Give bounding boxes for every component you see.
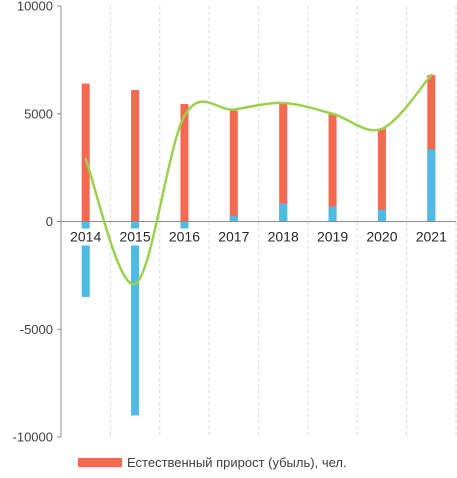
legend-label: Естественный прирост (убыль), чел. — [127, 455, 347, 470]
category-label-background — [314, 228, 351, 246]
bar — [328, 206, 337, 222]
y-tick-label: 10000 — [17, 0, 53, 14]
series-line — [84, 73, 433, 286]
category-label-background — [166, 228, 203, 246]
x-tick-label: 2019 — [317, 229, 348, 245]
x-tick-label: 2014 — [70, 229, 101, 245]
bar — [427, 74, 436, 222]
bar — [328, 113, 337, 222]
y-tick-label: 0 — [46, 214, 53, 229]
x-tick-label: 2020 — [366, 229, 397, 245]
bar — [427, 149, 436, 222]
bar — [131, 221, 140, 416]
bar — [229, 110, 238, 222]
category-label-background — [413, 228, 450, 246]
bar — [131, 90, 140, 222]
category-label-background — [265, 228, 302, 246]
y-tick-label: 5000 — [24, 106, 53, 121]
category-label-background — [215, 228, 252, 246]
x-tick-label: 2017 — [218, 229, 249, 245]
bar — [377, 209, 386, 222]
legend: Естественный прирост (убыль), чел. — [78, 455, 347, 470]
y-tick-label: -10000 — [13, 430, 53, 445]
x-tick-label: 2018 — [268, 229, 299, 245]
x-tick-label: 2021 — [416, 229, 447, 245]
x-tick-label: 2015 — [119, 229, 150, 245]
legend-swatch — [78, 458, 122, 467]
bar — [229, 216, 238, 222]
category-label-background — [117, 228, 154, 246]
bar — [377, 128, 386, 222]
bar — [81, 83, 90, 222]
category-label-background — [67, 228, 104, 246]
bar — [279, 203, 288, 222]
bar — [81, 221, 90, 297]
bar — [279, 102, 288, 222]
bar — [180, 104, 189, 222]
category-label-background — [363, 228, 400, 246]
y-tick-label: -5000 — [20, 322, 53, 337]
x-tick-label: 2016 — [169, 229, 200, 245]
